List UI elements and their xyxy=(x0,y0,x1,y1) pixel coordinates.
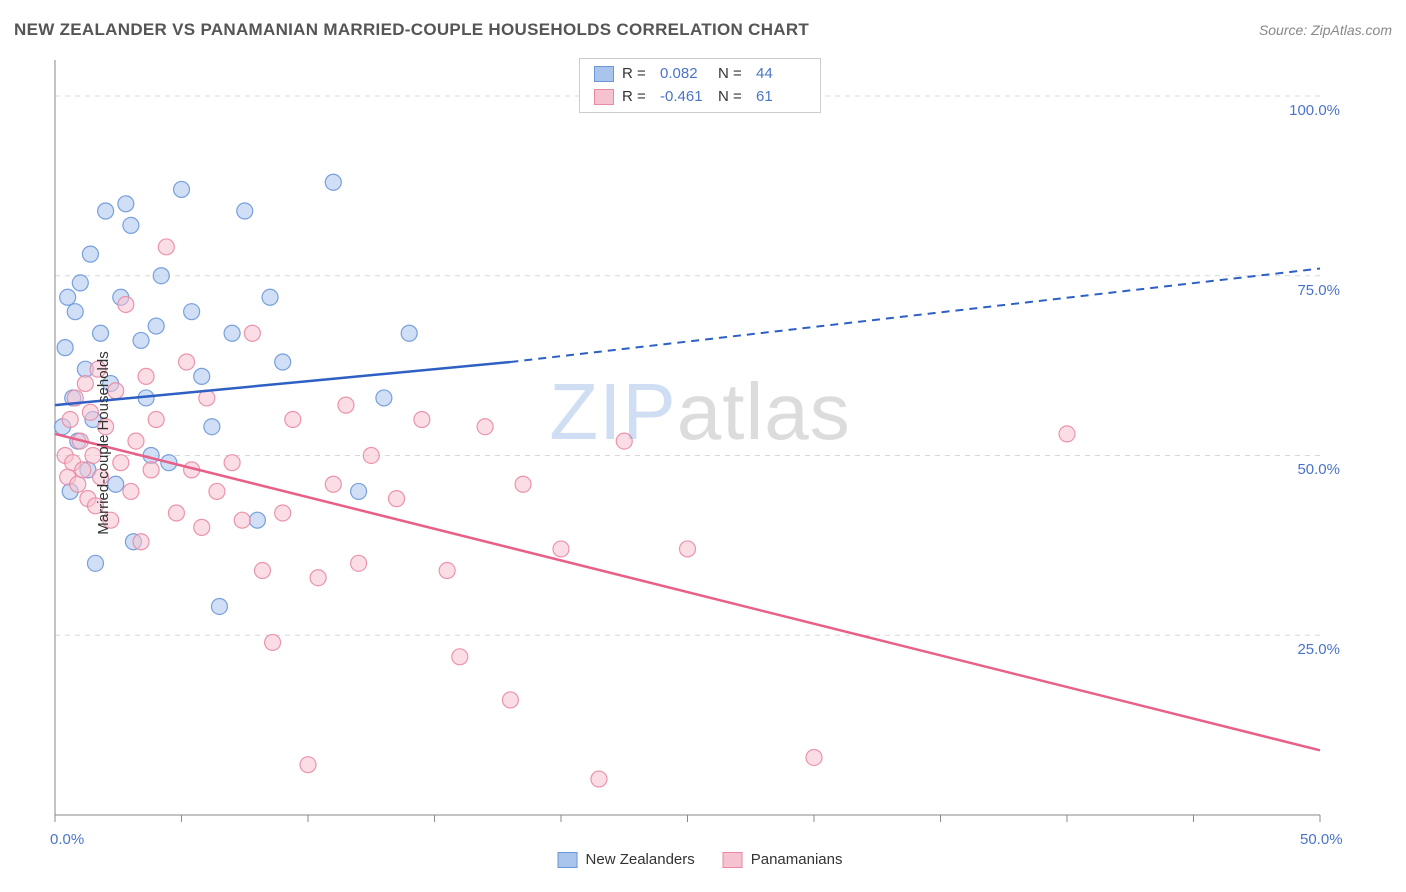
x-tick-label: 0.0% xyxy=(50,831,84,848)
chart-source: Source: ZipAtlas.com xyxy=(1259,22,1392,38)
chart-svg xyxy=(50,55,1350,830)
y-tick-label: 75.0% xyxy=(1270,282,1340,299)
legend-label-nz: New Zealanders xyxy=(586,851,695,868)
x-tick-label: 50.0% xyxy=(1300,831,1343,848)
y-tick-label: 50.0% xyxy=(1270,461,1340,478)
swatch-pan xyxy=(594,89,614,105)
swatch-nz-icon xyxy=(558,852,578,868)
chart-header: NEW ZEALANDER VS PANAMANIAN MARRIED-COUP… xyxy=(14,20,1392,40)
n-value-pan: 61 xyxy=(756,86,806,109)
y-tick-label: 100.0% xyxy=(1270,102,1340,119)
stats-row-pan: R = -0.461 N = 61 xyxy=(594,86,806,109)
y-axis-title: Married-couple Households xyxy=(95,351,112,534)
legend-label-pan: Panamanians xyxy=(751,851,843,868)
r-value-pan: -0.461 xyxy=(660,86,710,109)
chart-title: NEW ZEALANDER VS PANAMANIAN MARRIED-COUP… xyxy=(14,20,809,40)
swatch-nz xyxy=(594,66,614,82)
stats-row-nz: R = 0.082 N = 44 xyxy=(594,63,806,86)
n-value-nz: 44 xyxy=(756,63,806,86)
correlation-chart: Married-couple Households ZIPatlas R = 0… xyxy=(50,55,1350,830)
legend-item-nz: New Zealanders xyxy=(558,851,695,868)
series-legend: New Zealanders Panamanians xyxy=(558,851,843,868)
r-value-nz: 0.082 xyxy=(660,63,710,86)
legend-item-pan: Panamanians xyxy=(723,851,843,868)
stats-legend: R = 0.082 N = 44 R = -0.461 N = 61 xyxy=(579,58,821,113)
swatch-pan-icon xyxy=(723,852,743,868)
y-tick-label: 25.0% xyxy=(1270,641,1340,658)
